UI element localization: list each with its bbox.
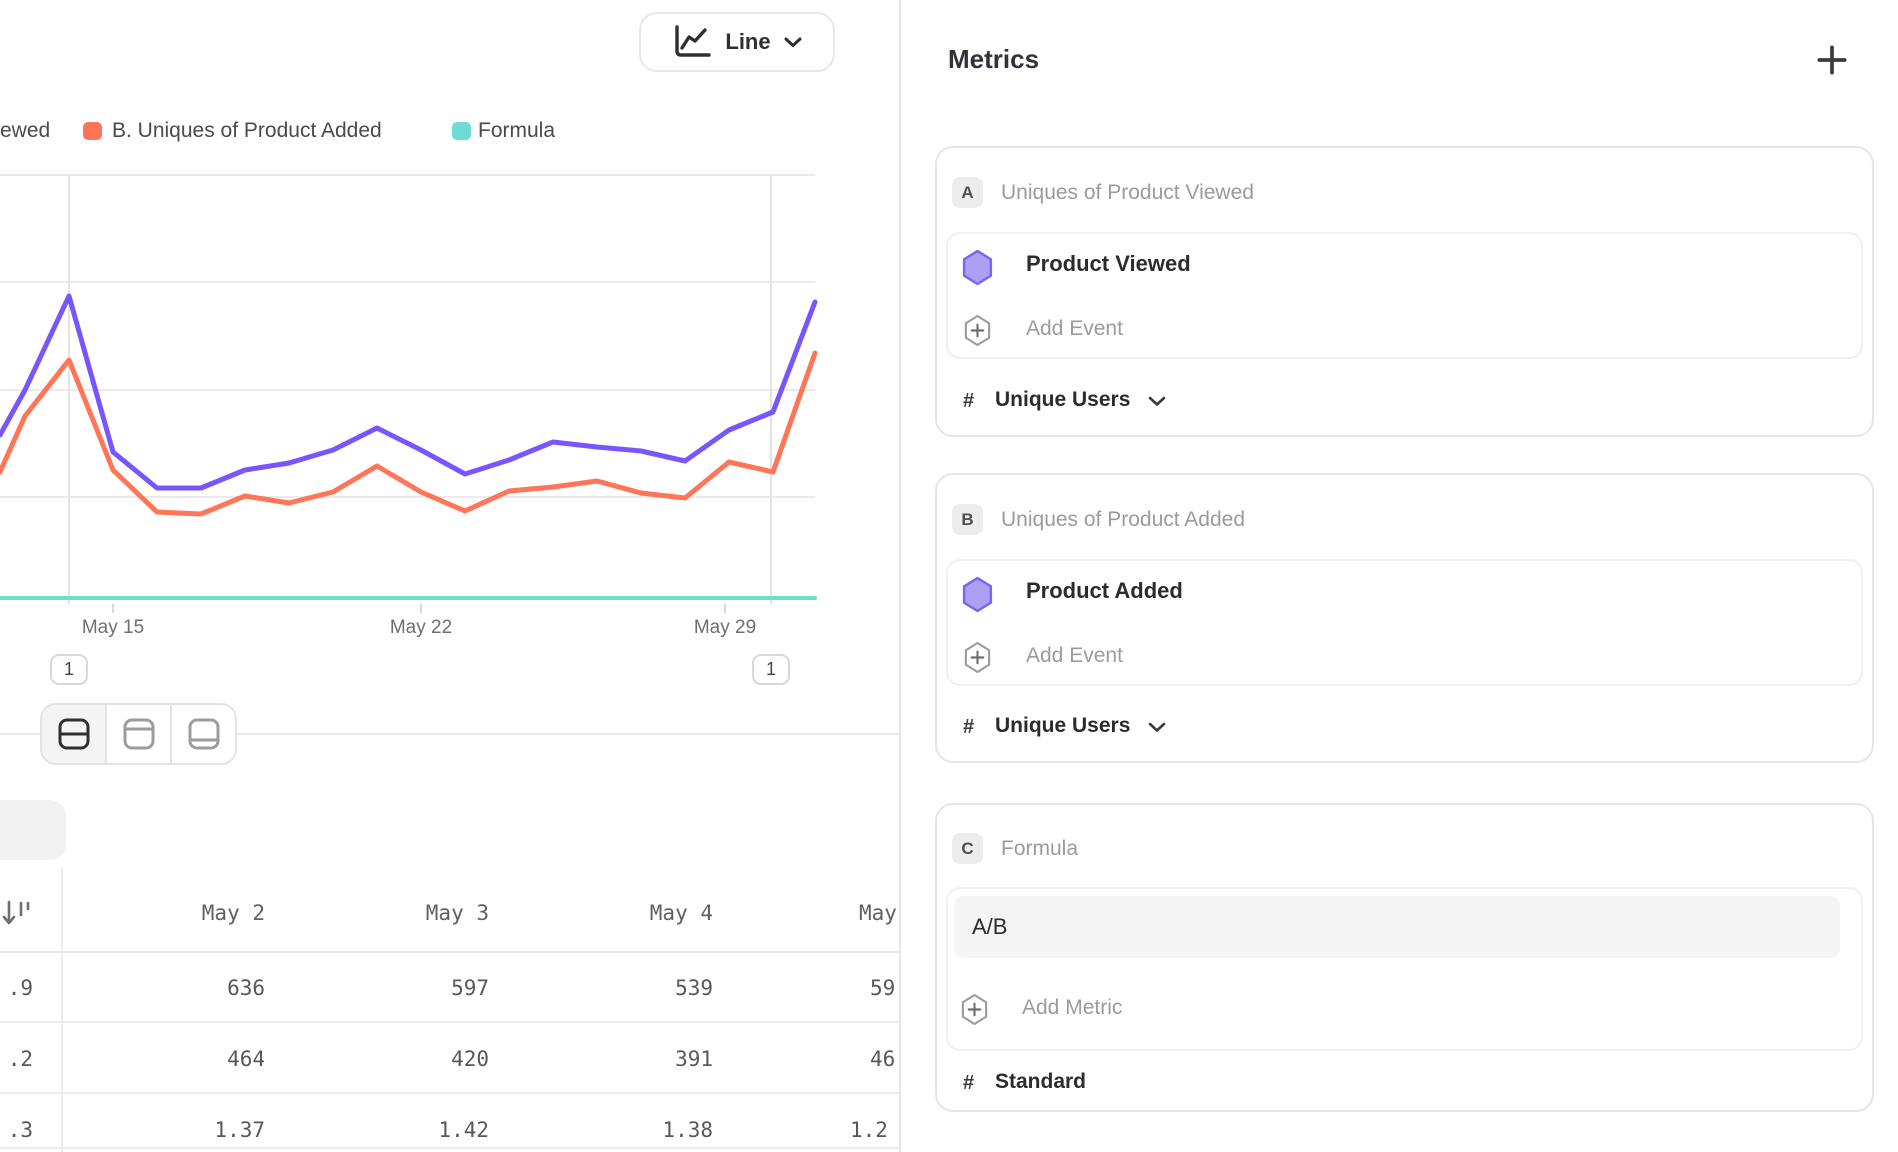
table-cell: 420 <box>451 1047 489 1071</box>
column-header[interactable]: May <box>859 901 897 925</box>
table-cell: 1.37 <box>214 1118 265 1142</box>
legend-swatch-b[interactable] <box>83 122 102 140</box>
event-hexagon-icon <box>962 576 993 613</box>
table-cell: .2 <box>7 1047 33 1071</box>
legend-swatch-c[interactable] <box>452 122 471 140</box>
event-selector[interactable]: Product Added <box>1026 578 1183 603</box>
table-cell: 597 <box>451 976 489 1000</box>
metric-card-title: Formula <box>1001 837 1079 860</box>
measure-selector[interactable]: Unique Users <box>995 714 1131 737</box>
legend-item-b[interactable]: B. Uniques of Product Added <box>112 119 382 142</box>
metric-letter-badge: A <box>952 177 983 208</box>
top-bar-icon <box>123 718 154 750</box>
panel-divider <box>899 0 901 1152</box>
row-separator <box>0 1147 899 1149</box>
header-separator <box>0 951 899 953</box>
x-axis-label: May 29 <box>693 617 757 638</box>
table-cell: 46 <box>870 1047 896 1071</box>
metric-letter-badge: C <box>952 833 983 864</box>
chart-panel: Line ewed B. Uniques of Product Added Fo… <box>0 0 899 1152</box>
layout-top-bar-button[interactable] <box>105 705 170 763</box>
sort-descending-icon[interactable] <box>0 898 32 930</box>
column-header[interactable]: May 3 <box>425 901 489 925</box>
annotation-badge[interactable]: 1 <box>50 654 88 685</box>
add-metric-icon[interactable] <box>960 993 989 1026</box>
measure-selector[interactable]: Standard <box>995 1070 1087 1093</box>
metric-card-a: A Uniques of Product Viewed Product View… <box>935 146 1874 437</box>
section-divider <box>0 733 899 735</box>
chevron-down-icon[interactable] <box>1148 722 1166 733</box>
line-chart-icon <box>675 25 712 57</box>
metrics-panel-title: Metrics <box>948 44 1040 74</box>
metric-card-b: B Uniques of Product Added Product Added… <box>935 473 1874 763</box>
event-selector[interactable]: Product Viewed <box>1026 251 1191 276</box>
add-event-icon[interactable] <box>963 641 992 674</box>
table-cell: .9 <box>7 976 33 1000</box>
table-cell: 1.42 <box>438 1118 489 1142</box>
formula-input[interactable]: A/B <box>954 896 1840 958</box>
legend-item-a-fragment[interactable]: ewed <box>0 119 51 142</box>
line-chart[interactable] <box>0 170 860 640</box>
table-cell: 391 <box>675 1047 713 1071</box>
legend-item-c[interactable]: Formula <box>478 119 556 142</box>
table-cell: 464 <box>227 1047 265 1071</box>
chart-type-dropdown[interactable]: Line <box>639 12 835 72</box>
column-separator <box>61 868 63 1152</box>
metric-letter-badge: B <box>952 504 983 535</box>
metric-card-c: C Formula A/B Add Metric # Standard <box>935 803 1874 1112</box>
measure-type-icon: # <box>963 1072 975 1094</box>
table-cell: 636 <box>227 976 265 1000</box>
add-metric-button[interactable]: Add Metric <box>1022 996 1123 1019</box>
chart-type-label: Line <box>725 29 771 54</box>
column-header[interactable]: May 2 <box>201 901 265 925</box>
add-event-button[interactable]: Add Event <box>1026 644 1123 667</box>
layout-bottom-bar-button[interactable] <box>170 705 235 763</box>
row-separator <box>0 1092 899 1094</box>
table-cell: 59 <box>870 976 896 1000</box>
x-axis-label: May 22 <box>389 617 453 638</box>
layout-toggle-group <box>40 703 237 765</box>
chevron-down-icon[interactable] <box>1148 396 1166 407</box>
row-separator <box>0 1021 899 1023</box>
layout-split-horizontal-button[interactable] <box>42 705 105 763</box>
metric-card-title: Uniques of Product Viewed <box>1001 181 1254 204</box>
add-event-icon[interactable] <box>963 314 992 347</box>
split-horizontal-icon <box>58 718 89 750</box>
event-hexagon-icon <box>962 249 993 286</box>
measure-type-icon: # <box>963 716 975 738</box>
table-cell: 1.38 <box>662 1118 713 1142</box>
measure-type-icon: # <box>963 390 975 412</box>
formula-group <box>946 887 1863 1051</box>
table-cell: 1.2 <box>850 1118 888 1142</box>
chevron-down-icon <box>784 37 802 47</box>
x-axis-label: May 15 <box>81 617 145 638</box>
annotation-badge[interactable]: 1 <box>752 654 790 685</box>
table-cell: 539 <box>675 976 713 1000</box>
event-group: Product Added Add Event <box>946 559 1863 686</box>
event-group: Product Viewed Add Event <box>946 232 1863 359</box>
table-view-chip[interactable] <box>0 800 66 860</box>
bottom-bar-icon <box>188 718 219 750</box>
measure-selector[interactable]: Unique Users <box>995 388 1131 411</box>
add-metric-plus-icon[interactable] <box>1817 45 1847 75</box>
add-event-button[interactable]: Add Event <box>1026 317 1123 340</box>
table-cell: .3 <box>7 1118 33 1142</box>
column-header[interactable]: May 4 <box>649 901 713 925</box>
metric-card-title: Uniques of Product Added <box>1001 508 1246 531</box>
